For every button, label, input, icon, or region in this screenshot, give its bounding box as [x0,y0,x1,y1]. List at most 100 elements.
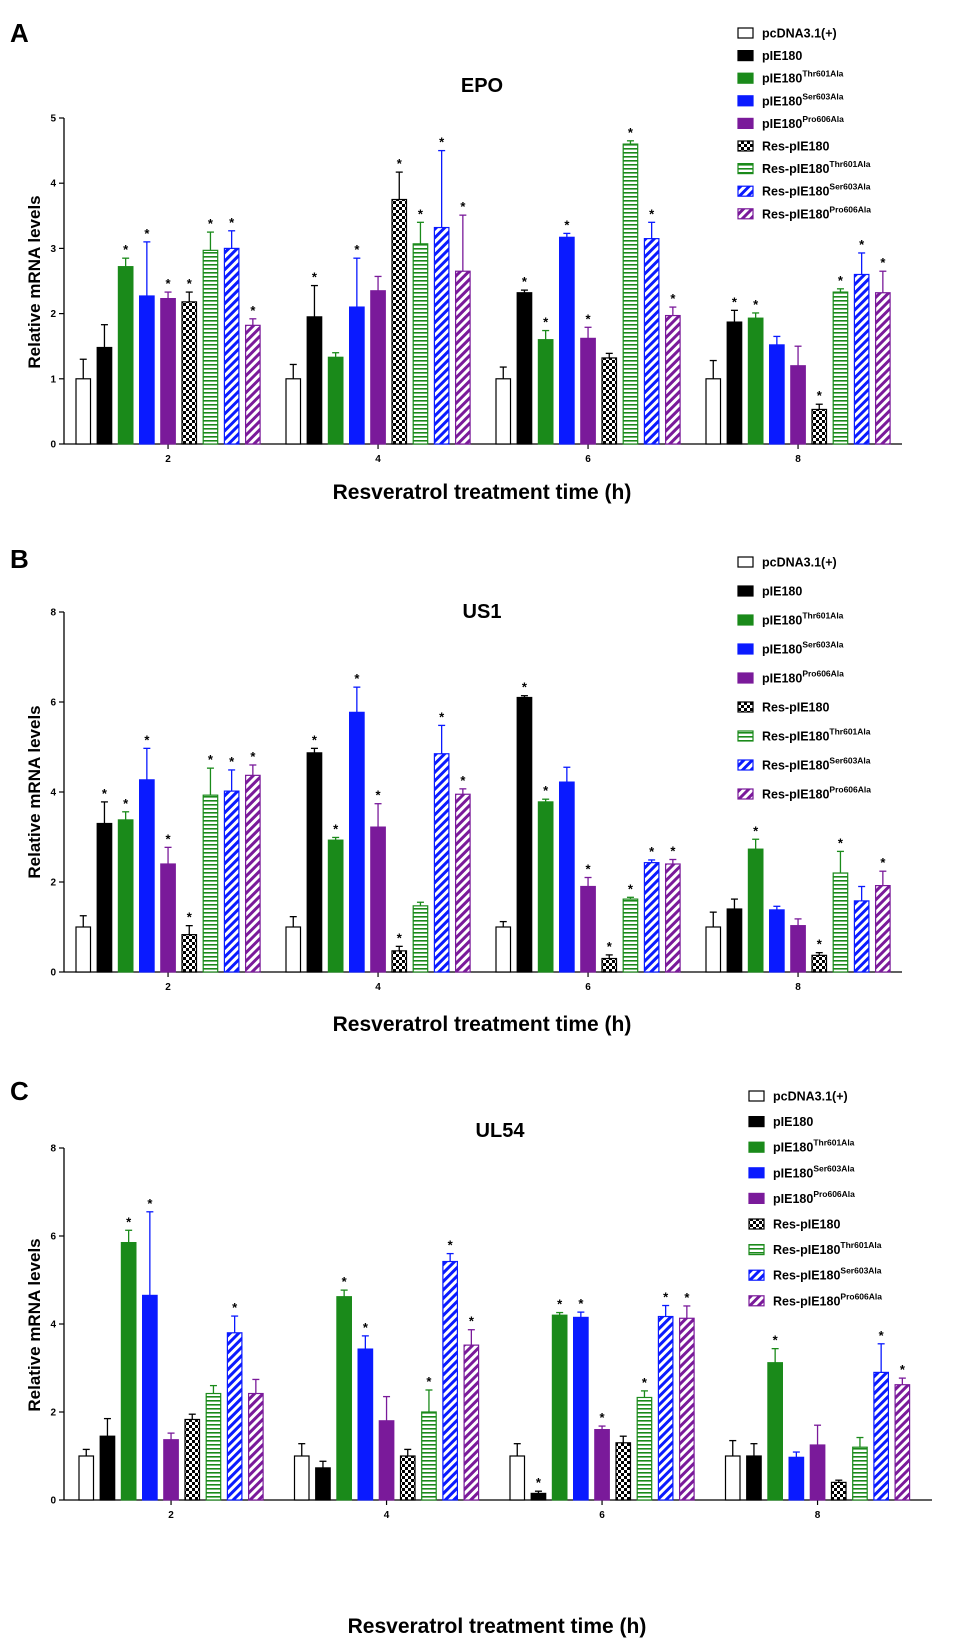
legend-swatch [748,1141,765,1153]
significance-marker: * [628,881,634,896]
legend-label: Res-pIE180Ser603Ala [773,1266,882,1283]
bar [245,324,261,445]
panel-letter: A [10,18,29,48]
bar [391,950,408,973]
bar [768,909,785,973]
legend-swatch [737,614,754,626]
significance-marker: * [363,1320,369,1335]
significance-marker: * [123,242,129,257]
significance-marker: * [439,709,445,724]
significance-marker: * [649,844,655,859]
significance-marker: * [187,276,193,291]
bar [495,378,512,445]
legend-label: Res-pIE180Pro606Ala [773,1291,882,1308]
legend-swatch [748,1295,765,1307]
y-tick-label: 6 [50,698,56,709]
bar [370,290,386,445]
x-tick-label: 8 [815,1510,821,1521]
legend-swatch [737,140,754,152]
significance-marker: * [342,1274,348,1289]
bar [832,291,849,445]
legend-swatch [737,49,754,62]
bar [285,926,302,973]
bar [75,378,92,445]
bar [96,346,113,445]
bar [315,1467,331,1501]
bar [790,365,806,445]
bar [202,794,219,973]
bar [223,247,240,445]
bar [622,898,639,973]
bar [853,273,870,445]
legend-label: pIE180Thr601Ala [762,69,844,86]
legend: pcDNA3.1(+) pIE180 pIE180Thr601Ala pIE180Se… [737,556,871,802]
significance-marker: * [126,1214,132,1229]
legend-label: pIE180 [762,585,802,599]
bar [622,143,639,445]
bar [285,378,302,445]
legend: pcDNA3.1(+) pIE180 pIE180Thr601Ala pIE180Se… [748,1090,882,1308]
bar [181,301,198,445]
bar [726,908,743,973]
bar [788,1456,805,1501]
bar [853,900,870,973]
bar [705,378,722,445]
bar [572,1316,589,1501]
bar [96,822,113,973]
bar [184,1418,201,1501]
bar [391,198,408,445]
legend-swatch [737,117,754,130]
bar [117,266,134,445]
bar [399,1455,416,1501]
legend-label: pIE180Pro606Ala [762,114,844,131]
significance-marker: * [376,788,382,803]
bar [370,826,386,973]
significance-marker: * [439,135,445,150]
bar [160,298,176,445]
y-tick-label: 4 [50,179,56,190]
plot-area: 0 1 2 3 4 5 2 * * * * * * * 4 * * * * * * 6 * * * * * * * 8 * * * * * * [50,114,902,465]
bar [874,292,891,445]
legend-swatch [737,585,754,597]
legend-swatch [748,1218,765,1230]
bar [664,863,681,973]
bar [245,774,261,973]
significance-marker: * [166,831,172,846]
x-axis-title: Resveratrol treatment time (h) [333,1013,632,1036]
significance-marker: * [460,199,466,214]
significance-marker: * [642,1375,648,1390]
bar [120,1241,137,1501]
legend-swatch [748,1243,765,1256]
bar [811,408,828,445]
bar [726,321,743,445]
bar [160,863,176,973]
legend-swatch [737,27,754,39]
bar [768,344,785,445]
legend-swatch [737,672,754,684]
x-tick-label: 6 [585,454,591,465]
bar [664,314,681,445]
bar [327,356,344,445]
significance-marker: * [670,291,676,306]
bar [181,934,198,973]
bar [580,337,596,445]
legend-label: Res-pIE180Thr601Ala [762,159,871,176]
significance-marker: * [144,226,150,241]
bar [811,954,828,973]
legend-swatch [737,185,754,197]
legend-label: Res-pIE180Pro606Ala [762,204,871,221]
x-tick-label: 2 [168,1510,174,1521]
bar [894,1384,911,1501]
significance-marker: * [543,783,549,798]
legend-label: pIE180Ser603Ala [762,640,844,657]
panel-c: C UL54 Resveratrol treatment time (h) Re… [10,1076,932,1638]
legend-swatch [748,1167,765,1179]
significance-marker: * [144,732,150,747]
bar [767,1362,784,1501]
bar [747,317,764,445]
significance-marker: * [543,315,549,330]
significance-marker: * [448,1238,454,1253]
significance-marker: * [536,1475,542,1490]
significance-marker: * [354,242,360,257]
